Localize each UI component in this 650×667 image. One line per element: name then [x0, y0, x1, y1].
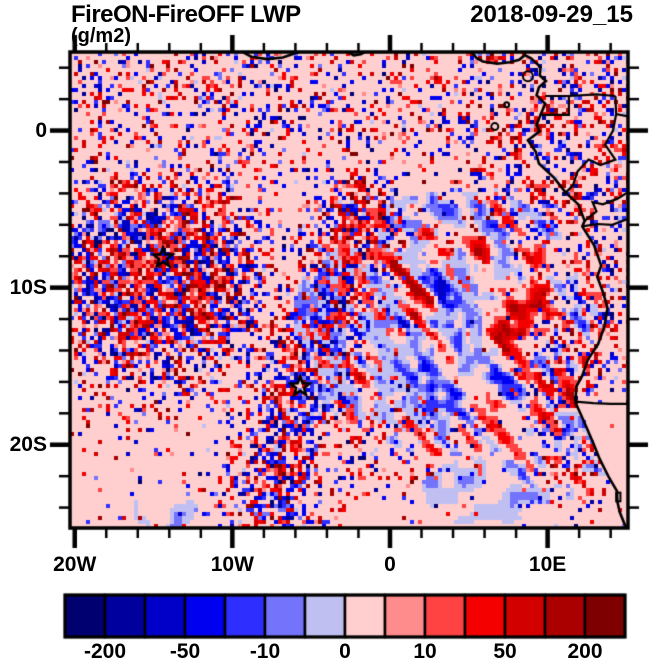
y-tick-label-10S: 10S — [9, 275, 47, 299]
colorbar-label-10: 10 — [413, 640, 437, 663]
colorbar-label--50: -50 — [169, 640, 201, 663]
units-label: (g/m2) — [71, 25, 131, 47]
x-tick-label-10E: 10E — [528, 553, 567, 576]
colorbar-label-50: 50 — [493, 640, 517, 663]
colorbar-label-200: 200 — [567, 640, 603, 663]
x-tick-label-0: 0 — [384, 553, 396, 576]
y-tick-label-0: 0 — [35, 118, 47, 142]
x-tick-label-10W: 10W — [210, 553, 254, 576]
colorbar-label-0: 0 — [339, 640, 351, 663]
colorbar-label--10: -10 — [249, 640, 281, 663]
colorbar-label--200: -200 — [83, 640, 127, 663]
y-tick-label-20S: 20S — [9, 432, 47, 456]
plot-title: FireON-FireOFF LWP — [71, 1, 301, 28]
plot-timestamp: 2018-09-29_15 — [470, 1, 633, 28]
x-tick-label-20W: 20W — [53, 553, 97, 576]
